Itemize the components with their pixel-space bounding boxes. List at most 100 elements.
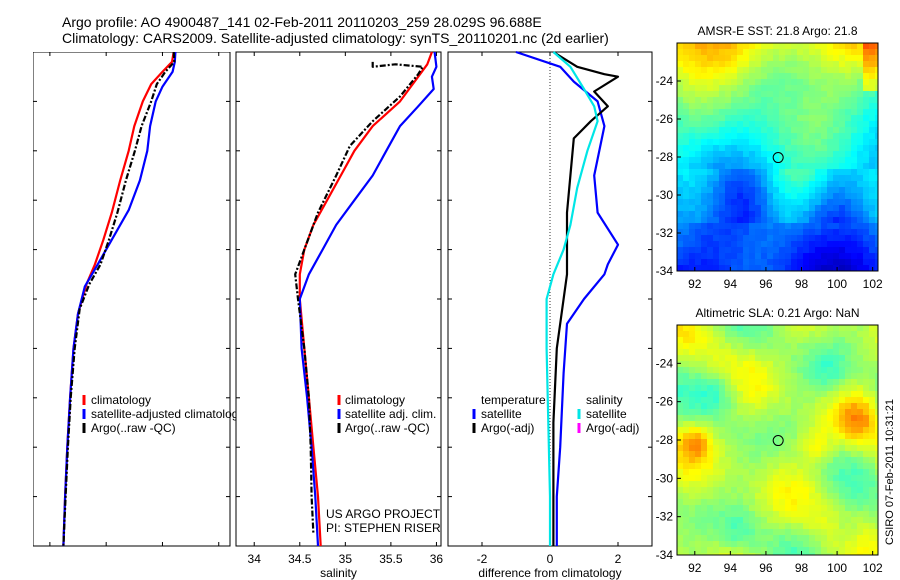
sst_map-cell xyxy=(737,175,744,182)
sla_map-cell xyxy=(851,481,858,488)
sst_map-cell xyxy=(785,241,792,248)
sla_map-cell xyxy=(689,337,696,344)
sst_map-cell xyxy=(755,85,762,92)
sla_map-cell xyxy=(779,397,786,404)
difference-legend-title: salinity xyxy=(586,393,623,407)
sst_map-cell xyxy=(833,211,840,218)
sla_map-cell xyxy=(755,439,762,446)
sla_map-cell xyxy=(713,451,720,458)
temperature-ytick-label: 600 xyxy=(8,193,28,207)
sla_map-cell xyxy=(755,361,762,368)
sla_map-cell xyxy=(851,397,858,404)
sla_map-cell xyxy=(821,409,828,416)
sla_map-cell xyxy=(695,487,702,494)
sla_map-cell xyxy=(773,529,780,536)
sst_map-cell xyxy=(719,103,726,110)
sst_map-cell xyxy=(827,199,834,206)
sla_map-cell xyxy=(683,331,690,338)
sst_map-cell xyxy=(815,73,822,80)
sst_map-cell xyxy=(683,169,690,176)
sst_map-cell xyxy=(719,163,726,170)
sla_map-cell xyxy=(839,499,846,506)
sla_map-cell xyxy=(755,523,762,530)
sla_map-cell xyxy=(683,553,690,556)
sla_map-cell xyxy=(773,511,780,518)
sst_map-cell xyxy=(833,169,840,176)
sst_map-cell xyxy=(827,223,834,230)
sla_map-cell xyxy=(677,403,684,410)
sst_map-cell xyxy=(779,199,786,206)
sst_map-cell xyxy=(851,43,858,50)
sla_map-cell xyxy=(839,385,846,392)
sla_map-cell xyxy=(719,361,726,368)
sst_map-cell xyxy=(743,97,750,104)
sst_map-cell xyxy=(809,139,816,146)
sla_map-cell xyxy=(707,499,714,506)
sst_map-cell xyxy=(773,259,780,266)
sla_map-cell xyxy=(707,403,714,410)
sla_map-cell xyxy=(821,529,828,536)
sst_map-cell xyxy=(749,193,756,200)
sst_map-cell xyxy=(809,145,816,152)
sst_map-cell xyxy=(689,205,696,212)
sla_map-cell xyxy=(815,457,822,464)
sst_map-cell xyxy=(869,259,876,266)
sst_map-cell xyxy=(761,139,768,146)
sst_map-cell xyxy=(851,103,858,110)
sst_map-cell xyxy=(851,265,858,272)
sla_map-cell xyxy=(737,541,744,548)
sla_map-cell xyxy=(677,367,684,374)
sst_map-ytick-label: -34 xyxy=(656,264,674,278)
sst_map-cell xyxy=(743,109,750,116)
sst_map-cell xyxy=(749,115,756,122)
sla_map-cell xyxy=(827,421,834,428)
sst_map-cell xyxy=(785,217,792,224)
sla_map-cell xyxy=(821,469,828,476)
sla_map-cell xyxy=(875,355,879,362)
sst_map-cell xyxy=(779,247,786,254)
sla_map-cell xyxy=(851,547,858,554)
sst_map-cell xyxy=(845,103,852,110)
sst_map-cell xyxy=(779,97,786,104)
sla_map-cell xyxy=(713,355,720,362)
sst_map-cell xyxy=(695,193,702,200)
sst_map-cell xyxy=(707,181,714,188)
sst_map-cell xyxy=(827,265,834,272)
sla_map-cell xyxy=(809,445,816,452)
sla_map-cell xyxy=(785,355,792,362)
sst_map-cell xyxy=(713,229,720,236)
sla_map-cell xyxy=(707,463,714,470)
sst_map-cell xyxy=(695,55,702,62)
sst_map-cell xyxy=(857,127,864,134)
sla_map-cell xyxy=(857,325,864,332)
sst_map-cell xyxy=(863,217,870,224)
sla_map-cell xyxy=(857,493,864,500)
sst_map-cell xyxy=(743,193,750,200)
sst_map-cell xyxy=(749,151,756,158)
sla_map-cell xyxy=(803,421,810,428)
sst_map-cell xyxy=(869,61,876,68)
sla_map-cell xyxy=(701,325,708,332)
sla_map-cell xyxy=(827,523,834,530)
sst_map-cell xyxy=(797,217,804,224)
difference-legend-entry: satellite xyxy=(586,407,627,421)
sst_map-cell xyxy=(821,91,828,98)
sst_map-cell xyxy=(875,193,879,200)
sla_map-cell xyxy=(701,511,708,518)
sst_map-cell xyxy=(713,145,720,152)
sla_map-cell xyxy=(827,445,834,452)
sst_map-cell xyxy=(719,67,726,74)
sst_map-cell xyxy=(743,121,750,128)
sla_map-cell xyxy=(767,481,774,488)
sla_map-cell xyxy=(827,463,834,470)
sla_map-cell xyxy=(731,403,738,410)
sst_map-cell xyxy=(863,205,870,212)
sst_map-cell xyxy=(713,241,720,248)
sla_map-cell xyxy=(791,373,798,380)
sla_map-cell xyxy=(707,397,714,404)
sla_map-cell xyxy=(833,379,840,386)
sla_map-cell xyxy=(731,547,738,554)
sst_map-cell xyxy=(719,193,726,200)
sla_map-cell xyxy=(869,499,876,506)
sla_map-cell xyxy=(863,421,870,428)
